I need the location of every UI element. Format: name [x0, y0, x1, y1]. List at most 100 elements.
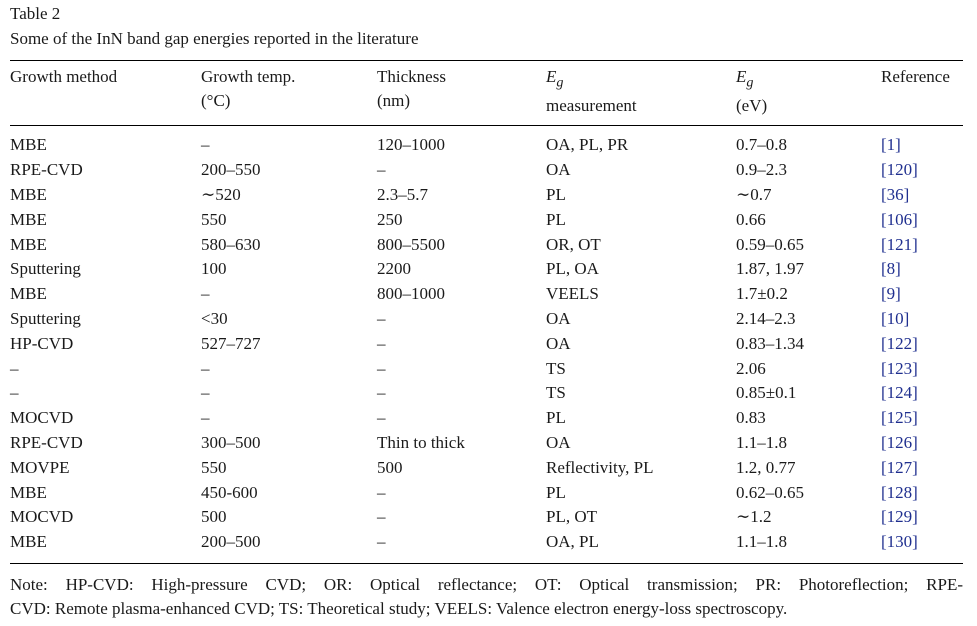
cell-eg-measurement: VEELS: [546, 284, 599, 304]
reference-link[interactable]: [126]: [881, 432, 918, 452]
reference-link[interactable]: [36]: [881, 184, 910, 204]
reference-link[interactable]: [124]: [881, 383, 918, 403]
cell-thickness: 250: [377, 209, 403, 229]
cell-eg-value: 0.7–0.8: [736, 135, 787, 155]
reference-link[interactable]: [125]: [881, 408, 918, 428]
reference-link[interactable]: [9]: [881, 284, 901, 304]
reference-link[interactable]: [130]: [881, 532, 918, 552]
header-thickness-line2: (nm): [377, 91, 411, 110]
table-figure: Table 2 Some of the InN band gap energie…: [10, 2, 965, 621]
cell-reference: [120]: [881, 158, 963, 183]
cell-thickness: –: [377, 532, 386, 552]
cell-thickness: 2200: [377, 259, 411, 279]
cell-eg-value: 0.66: [736, 209, 766, 229]
cell-growth-temp: –: [201, 284, 210, 304]
cell-growth-temp: 527–727: [201, 333, 261, 353]
cell-eg-value: 0.62–0.65: [736, 482, 804, 502]
reference-link[interactable]: [127]: [881, 457, 918, 477]
cell-reference: [8]: [881, 257, 963, 282]
header-eg-ev: Eg (eV): [736, 61, 881, 118]
cell-reference: [122]: [881, 332, 963, 357]
table-row: RPE-CVD 200–550 – OA 0.9–2.3 [120]: [10, 158, 963, 183]
reference-link[interactable]: [123]: [881, 358, 918, 378]
cell-eg-value: 0.9–2.3: [736, 160, 787, 180]
cell-growth-method: –: [10, 383, 19, 403]
cell-eg-value: 1.2, 0.77: [736, 457, 796, 477]
cell-growth-temp: 500: [201, 507, 227, 527]
cell-growth-method: RPE-CVD: [10, 432, 83, 452]
header-eg-ev-line2: (eV): [736, 96, 768, 116]
cell-thickness: 800–5500: [377, 234, 445, 254]
cell-growth-method: MBE: [10, 532, 47, 552]
table-row: MBE ∼520 2.3–5.7 PL ∼0.7 [36]: [10, 183, 963, 208]
reference-link[interactable]: [129]: [881, 507, 918, 527]
header-eg-ev-symbol: Eg: [736, 65, 881, 94]
table-body: MBE – 120–1000 OA, PL, PR 0.7–0.8 [1] RPE-CVD 2…: [10, 126, 963, 555]
cell-growth-method: MBE: [10, 284, 47, 304]
cell-thickness: Thin to thick: [377, 432, 465, 452]
cell-eg-value: 1.87, 1.97: [736, 259, 804, 279]
table-note: Note: HP-CVD: High-pressure CVD; OR: Opt…: [10, 573, 963, 621]
cell-growth-temp: <30: [201, 308, 228, 328]
cell-reference: [106]: [881, 208, 963, 233]
cell-thickness: –: [377, 383, 386, 403]
cell-growth-method: MBE: [10, 234, 47, 254]
cell-eg-measurement: PL, OA: [546, 259, 599, 279]
cell-growth-temp: 200–550: [201, 160, 261, 180]
reference-link[interactable]: [8]: [881, 259, 901, 279]
cell-growth-temp: –: [201, 135, 210, 155]
header-growth-method: Growth method: [10, 61, 201, 118]
cell-reference: [127]: [881, 456, 963, 481]
table-row: MOVPE 550 500 Reflectivity, PL 1.2, 0.77 [127…: [10, 456, 963, 481]
reference-link[interactable]: [1]: [881, 135, 901, 155]
cell-reference: [124]: [881, 381, 963, 406]
table-top-rule: [10, 60, 963, 61]
cell-reference: [1]: [881, 126, 963, 158]
cell-eg-value: 1.1–1.8: [736, 532, 787, 552]
reference-link[interactable]: [120]: [881, 160, 918, 180]
reference-link[interactable]: [106]: [881, 209, 918, 229]
table-row: Sputtering 100 2200 PL, OA 1.87, 1.97 [8]: [10, 257, 963, 282]
cell-reference: [125]: [881, 406, 963, 431]
cell-growth-temp: ∼520: [201, 184, 241, 204]
cell-growth-method: –: [10, 358, 19, 378]
table-row: MOCVD – – PL 0.83 [125]: [10, 406, 963, 431]
cell-eg-value: 2.14–2.3: [736, 308, 796, 328]
reference-link[interactable]: [10]: [881, 308, 910, 328]
table-header-rule: [10, 125, 963, 127]
reference-link[interactable]: [128]: [881, 482, 918, 502]
cell-thickness: –: [377, 408, 386, 428]
table-row: MOCVD 500 – PL, OT ∼1.2 [129]: [10, 505, 963, 530]
cell-reference: [10]: [881, 307, 963, 332]
cell-thickness: –: [377, 507, 386, 527]
cell-growth-method: HP-CVD: [10, 333, 74, 353]
cell-eg-value: 0.59–0.65: [736, 234, 804, 254]
cell-growth-method: MBE: [10, 184, 47, 204]
cell-growth-temp: 200–500: [201, 532, 261, 552]
band-gap-table: Growth method Growth temp. (°C) Thicknes…: [10, 61, 963, 555]
cell-reference: [126]: [881, 431, 963, 456]
header-eg-measurement-symbol: Eg: [546, 65, 736, 94]
cell-thickness: 500: [377, 457, 403, 477]
cell-growth-method: MOCVD: [10, 408, 74, 428]
reference-link[interactable]: [122]: [881, 333, 918, 353]
cell-eg-measurement: TS: [546, 383, 566, 403]
cell-growth-temp: 450-600: [201, 482, 258, 502]
reference-link[interactable]: [121]: [881, 234, 918, 254]
table-row: MBE – 800–1000 VEELS 1.7±0.2 [9]: [10, 282, 963, 307]
cell-growth-method: RPE-CVD: [10, 160, 83, 180]
table-row: MBE 200–500 – OA, PL 1.1–1.8 [130]: [10, 530, 963, 555]
cell-reference: [130]: [881, 530, 963, 555]
cell-eg-value: ∼1.2: [736, 507, 772, 527]
header-reference: Reference: [881, 61, 963, 118]
cell-eg-measurement: OA: [546, 308, 571, 328]
cell-thickness: –: [377, 482, 386, 502]
table-row: MBE 580–630 800–5500 OR, OT 0.59–0.65 [121]: [10, 233, 963, 258]
cell-eg-measurement: PL: [546, 482, 566, 502]
cell-eg-measurement: OA, PL: [546, 532, 599, 552]
cell-growth-method: MOVPE: [10, 457, 70, 477]
cell-eg-value: 0.83: [736, 408, 766, 428]
cell-growth-temp: 580–630: [201, 234, 261, 254]
table-row: Sputtering <30 – OA 2.14–2.3 [10]: [10, 307, 963, 332]
cell-growth-temp: –: [201, 408, 210, 428]
